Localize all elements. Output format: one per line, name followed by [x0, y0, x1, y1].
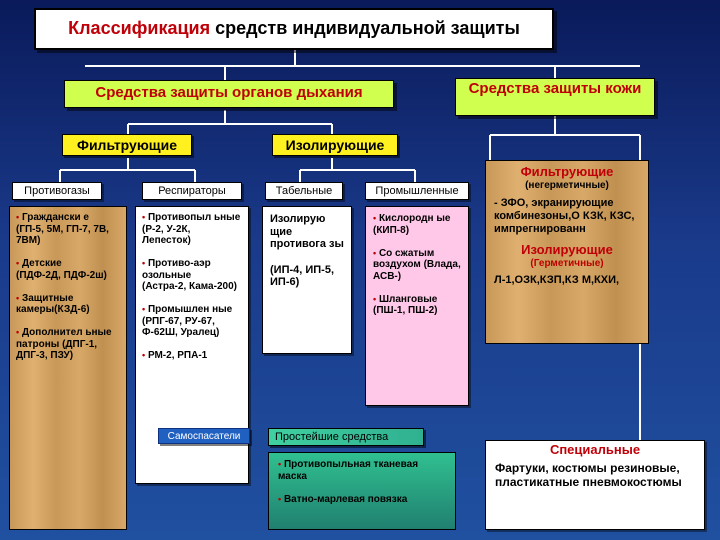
gasmasks-content: • Граждански е (ГП-5, 5М, ГП-7, 7В, 7ВМ)…: [9, 206, 127, 530]
respirators-label-box: Респираторы: [142, 182, 242, 200]
simple-l1: Противопыльная тканевая маска: [278, 459, 418, 482]
simple-l2: Ватно-марлевая повязка: [284, 494, 407, 505]
breathing-box: Средства защиты органов дыхания: [64, 80, 394, 108]
special-box: Специальные Фартуки, костюмы резиновые, …: [485, 440, 705, 530]
special-body: Фартуки, костюмы резиновые, пластикатные…: [490, 458, 700, 494]
simple-title: Простейшие средства: [275, 431, 388, 443]
gm-l2: (ГП-5, 5М, ГП-7, 7В, 7ВМ): [16, 224, 109, 247]
skin-label: Средства защиты кожи: [469, 80, 642, 97]
gm-l6: Дополнител ьные патроны (ДПГ-1, ДПГ-3, П…: [16, 327, 112, 361]
tab-l2: (ИП-4, ИП-5, ИП-6): [270, 264, 334, 289]
tab-l1: Изолирую щие противога зы: [270, 213, 344, 250]
title-black: средств индивидуальной защиты: [215, 18, 520, 38]
simple-title-box: Простейшие средства: [268, 428, 424, 446]
isolating-label: Изолирующие: [286, 137, 385, 153]
isolating-box: Изолирующие: [272, 134, 398, 156]
title-red: Классификация: [68, 18, 210, 38]
ind-l1: Кислородн ые (КИП-8): [373, 213, 450, 236]
gm-l4: (ПДФ-2Д, ПДФ-2ш): [16, 270, 107, 281]
gasmasks-label: Противогазы: [24, 185, 90, 197]
resp-l1: Противопыл ьные (Р-2, У-2К, Лепесток): [142, 212, 240, 246]
filtering-box: Фильтрующие: [62, 134, 192, 156]
gm-l5: Защитные камеры(КЗД-6): [16, 293, 90, 316]
industrial-label-box: Промышленные: [365, 182, 469, 200]
skin-filt-body: - ЗФО, экранирующие комбинезоны,О КЗК, К…: [490, 191, 644, 241]
industrial-label: Промышленные: [375, 185, 458, 197]
resp-l3: (Астра-2, Кама-200): [142, 281, 237, 292]
skin-filt-sub: (негерметичные): [490, 180, 644, 192]
respirators-label: Респираторы: [158, 185, 226, 197]
industrial-content: • Кислородн ые (КИП-8) • Со сжатым возду…: [365, 206, 469, 406]
skin-box: Средства защиты кожи: [455, 78, 655, 116]
simple-content-box: • Противопыльная тканевая маска • Ватно-…: [268, 452, 456, 530]
skin-filtering-box: Фильтрующие (негерметичные) - ЗФО, экран…: [485, 160, 649, 344]
self-rescue-box: Самоспасатели: [158, 428, 250, 444]
tabular-label: Табельные: [276, 185, 333, 197]
title-box: Классификация средств индивидуальной защ…: [34, 8, 554, 50]
tabular-content: Изолирую щие противога зы (ИП-4, ИП-5, И…: [262, 206, 352, 354]
gm-l1: Граждански е: [22, 212, 89, 223]
skin-filt-title: Фильтрующие: [490, 163, 644, 180]
tabular-label-box: Табельные: [265, 182, 343, 200]
skin-isol-sub: (Герметичные): [490, 258, 644, 270]
filtering-label: Фильтрующие: [77, 137, 177, 153]
ind-l3: Шланговые (ПШ-1, ПШ-2): [373, 294, 437, 317]
resp-l4: Промышлен ные (РПГ-67, РУ-67, Ф-62Ш, Ура…: [142, 304, 232, 338]
skin-isol-title: Изолирующие: [490, 241, 644, 258]
self-rescue-label: Самоспасатели: [168, 431, 241, 442]
skin-isol-body: Л-1,ОЗК,КЗП,КЗ М,КХИ,: [490, 270, 644, 291]
resp-l2: Противо-аэр озольные: [142, 258, 211, 281]
gm-l3: Детские: [22, 258, 62, 269]
gasmasks-label-box: Противогазы: [12, 182, 102, 200]
ind-l2: Со сжатым воздухом (Влада, АСВ-): [373, 248, 461, 282]
resp-l5: РМ-2, РПА-1: [148, 350, 207, 361]
breathing-label: Средства защиты органов дыхания: [95, 84, 362, 101]
special-title: Специальные: [490, 443, 700, 458]
